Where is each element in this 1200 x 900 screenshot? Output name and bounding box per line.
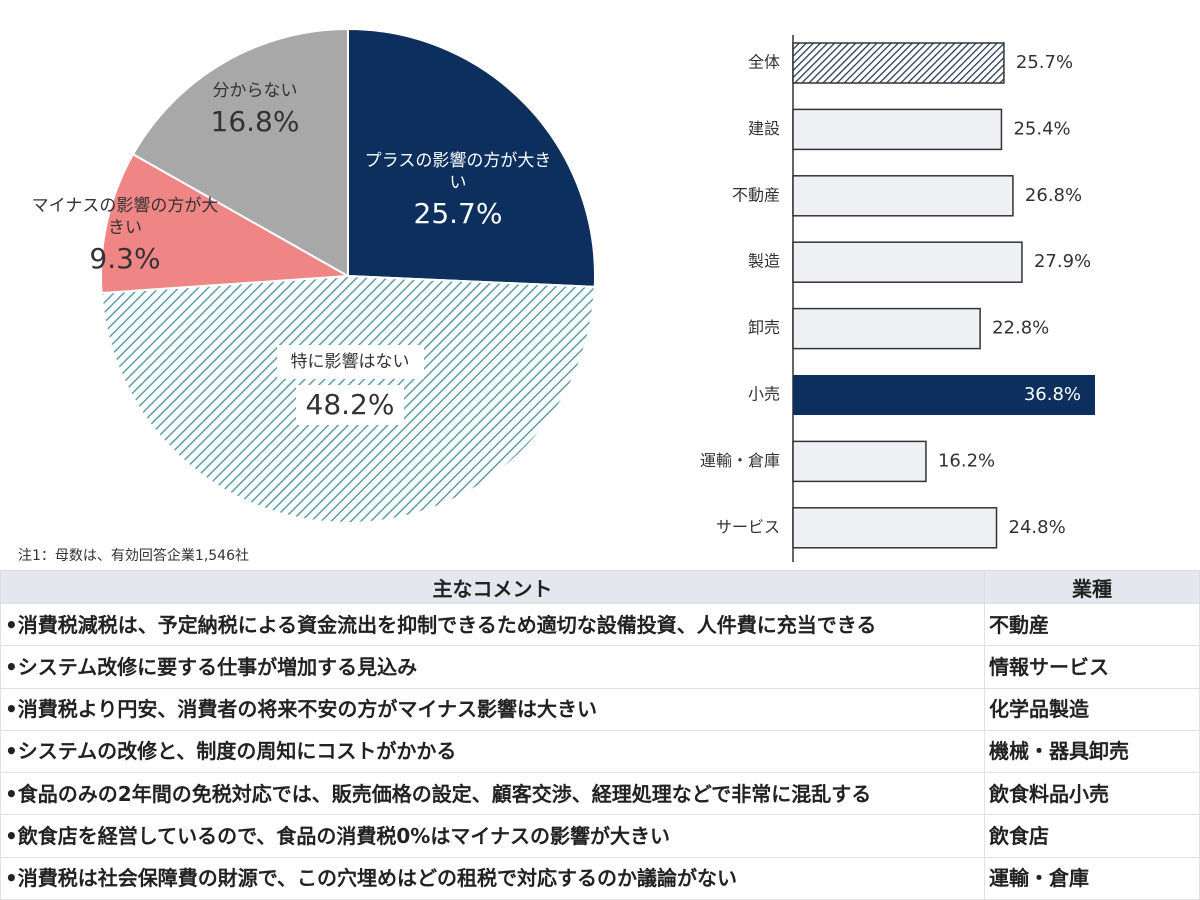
value-label: 25.4% <box>1013 118 1070 139</box>
slice-value: 9.3% <box>89 242 161 275</box>
comment-cell: •システム改修に要する仕事が増加する見込み <box>0 645 985 689</box>
value-label: 27.9% <box>1034 251 1091 272</box>
comment-cell: •消費税減税は、予定納税による資金流出を抑制できるため適切な設備投資、人件費に充… <box>0 602 985 647</box>
comment-cell: •消費税より円安、消費者の将来不安の方がマイナス影響は大きい <box>0 687 985 731</box>
slice-value: 48.2% <box>295 385 405 425</box>
slice-name: 分からない <box>212 81 298 101</box>
industry-cell: 情報サービス <box>984 645 1200 689</box>
category-label: 小売 <box>748 385 780 404</box>
pie-slice <box>131 27 349 278</box>
table-row: •食品のみの2年間の免税対応では、販売価格の設定、顧客交渉、経理処理などで非常に… <box>0 772 1200 816</box>
pie-slice <box>100 152 352 295</box>
table-row: •消費税は社会保障費の財源で、この穴埋めはどの租税で対応するのか議論がない 運輸・… <box>0 856 1200 900</box>
table-row: •飲食店を経営しているので、食品の消費税0%はマイナスの影響が大きい 飲食店 <box>0 814 1200 858</box>
table-row: •システムの改修と、制度の周知にコストがかかる 機械・器具卸売 <box>0 729 1200 774</box>
category-label: 運輸・倉庫 <box>700 451 780 470</box>
bar <box>793 375 1095 415</box>
value-label: 22.8% <box>992 318 1049 339</box>
slice-name: マイナスの影響の方が大きい <box>31 196 219 238</box>
table-row: •消費税減税は、予定納税による資金流出を抑制できるため適切な設備投資、人件費に充… <box>0 602 1200 647</box>
industry-cell: 化学品製造 <box>984 687 1200 731</box>
value-label: 36.8% <box>1024 384 1081 405</box>
table-header: 主なコメント 業種 <box>0 570 1200 604</box>
header-cell: 主なコメント <box>0 570 985 604</box>
bar <box>792 507 998 549</box>
value-label: 25.7% <box>1016 52 1073 73</box>
category-label: 不動産 <box>732 185 780 204</box>
bar <box>792 440 927 483</box>
slice-label: マイナスの影響の方が大きい 9.3% <box>25 195 225 279</box>
slice-name: プラスの影響の方が大きい <box>364 151 552 193</box>
bar <box>792 241 1023 283</box>
category-label: 卸売 <box>748 318 780 337</box>
industry-cell: 飲食料品小売 <box>984 772 1200 816</box>
bar <box>792 108 1003 151</box>
bar <box>792 42 1005 84</box>
value-label: 16.2% <box>938 450 995 471</box>
slice-label: プラスの影響の方が大きい 25.7% <box>358 150 558 234</box>
charts: 全体 25.7% 建設 25.4% 不動産 26.8% 製造 27.9% 卸売 22.8% 小売 36… <box>18 27 1095 564</box>
chart: 全体 25.7% 建設 25.4% 不動産 26.8% 製造 27.9% 卸売 22.8% 小売 36… <box>100 27 1095 562</box>
category-label: 製造 <box>748 252 780 271</box>
pie-slice <box>347 27 596 288</box>
bar <box>792 175 1014 217</box>
slice-name: 特に影響はない <box>276 345 424 379</box>
bar <box>792 307 981 350</box>
value-label: 24.8% <box>1009 517 1066 538</box>
table-row: •消費税より円安、消費者の将来不安の方がマイナス影響は大きい 化学品製造 <box>0 687 1200 731</box>
slice-value: 25.7% <box>413 197 503 230</box>
industry-cell: 機械・器具卸売 <box>984 729 1200 774</box>
industry-cell: 不動産 <box>984 602 1200 647</box>
slice-label: 特に影響はない 48.2% <box>240 345 460 425</box>
slice-value: 16.8% <box>210 105 300 138</box>
industry-cell: 運輸・倉庫 <box>984 856 1200 900</box>
slice-label: 分からない 16.8% <box>175 80 335 142</box>
comment-cell: •食品のみの2年間の免税対応では、販売価格の設定、顧客交渉、経理処理などで非常に… <box>0 772 985 816</box>
category-label: 建設 <box>748 119 780 138</box>
comment-cell: •飲食店を経営しているので、食品の消費税0%はマイナスの影響が大きい <box>0 814 985 858</box>
note: 注1：母数は、有効回答企業1,546社 <box>18 548 249 564</box>
value-label: 26.8% <box>1025 185 1082 206</box>
header-cell: 業種 <box>984 570 1200 604</box>
category-label: 全体 <box>748 53 780 72</box>
comment-table: 主なコメント 業種 •消費税減税は、予定納税による資金流出を抑制できるため適切な… <box>0 570 1200 900</box>
comment-cell: •システムの改修と、制度の周知にコストがかかる <box>0 729 985 774</box>
comment-cell: •消費税は社会保障費の財源で、この穴埋めはどの租税で対応するのか議論がない <box>0 856 985 900</box>
category-label: サービス <box>716 517 780 536</box>
industry-cell: 飲食店 <box>984 814 1200 858</box>
table-row: •システム改修に要する仕事が増加する見込み 情報サービス <box>0 645 1200 689</box>
